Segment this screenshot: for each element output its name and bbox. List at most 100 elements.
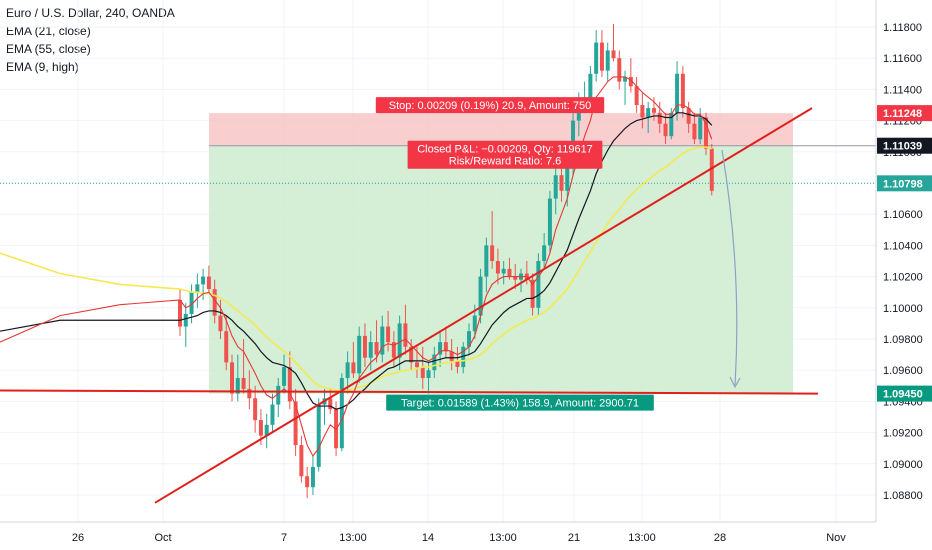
candle bbox=[235, 354, 240, 402]
price-badge-target: 1.09450 bbox=[877, 385, 932, 402]
candle-body bbox=[640, 105, 645, 118]
price-tick-label: 1.10400 bbox=[883, 240, 923, 252]
candle-body bbox=[478, 276, 483, 316]
candle bbox=[640, 92, 645, 129]
candle bbox=[536, 253, 541, 316]
time-tick-label: Nov bbox=[826, 532, 846, 544]
stop-label: Stop: 0.00209 (0.19%) 20.9, Amount: 750 bbox=[375, 97, 605, 114]
candle-body bbox=[391, 342, 396, 358]
candle-body bbox=[178, 300, 182, 327]
candle-body bbox=[235, 378, 240, 394]
candle-body bbox=[183, 314, 188, 327]
candle bbox=[293, 388, 298, 456]
price-tick-label: 1.08800 bbox=[883, 490, 923, 502]
candle-body bbox=[686, 108, 691, 124]
indicator-ema55[interactable]: EMA (55, close) bbox=[6, 42, 91, 56]
candle-body bbox=[362, 335, 367, 358]
candle-body bbox=[357, 335, 362, 374]
candle bbox=[501, 261, 506, 285]
candle bbox=[547, 190, 552, 254]
candle bbox=[686, 101, 691, 134]
candle-body bbox=[258, 420, 263, 436]
price-badge-stop: 1.11248 bbox=[877, 105, 932, 122]
price-badge-entry: 1.11039 bbox=[877, 137, 932, 154]
candle-body bbox=[230, 362, 235, 394]
candle bbox=[495, 248, 500, 285]
candle bbox=[542, 232, 547, 269]
candle bbox=[594, 30, 599, 82]
candle-body bbox=[368, 342, 373, 358]
candle-body bbox=[414, 362, 419, 368]
candle bbox=[339, 373, 344, 452]
candle-body bbox=[634, 86, 639, 105]
candle-body bbox=[282, 367, 287, 386]
candle-body bbox=[559, 175, 564, 191]
candle-body bbox=[692, 123, 697, 140]
candle bbox=[305, 466, 310, 499]
time-tick-label: 28 bbox=[714, 532, 726, 544]
candle-body bbox=[305, 476, 310, 488]
ema21-line bbox=[0, 112, 713, 410]
price-tick-label: 1.09600 bbox=[883, 365, 923, 377]
candle bbox=[218, 300, 223, 339]
candle bbox=[484, 237, 489, 293]
candle bbox=[178, 289, 182, 336]
candle-body bbox=[270, 404, 275, 425]
indicator-ema9[interactable]: EMA (9, high) bbox=[6, 60, 79, 74]
candle-body bbox=[657, 112, 662, 124]
candle-body bbox=[201, 276, 206, 285]
candle-body bbox=[709, 148, 714, 191]
symbol-title: Euro / U.S. Dollar, 240, OANDA bbox=[6, 6, 175, 20]
candle-body bbox=[316, 404, 321, 467]
candle-body bbox=[299, 445, 304, 477]
candle-body bbox=[617, 58, 622, 82]
candle-body bbox=[438, 342, 443, 355]
price-tick-label: 1.11600 bbox=[883, 53, 922, 65]
candle-body bbox=[449, 351, 454, 361]
price-tick-label: 1.09200 bbox=[883, 428, 923, 440]
trendline-horizontal bbox=[0, 389, 819, 395]
position-zones bbox=[0, 113, 876, 394]
pnl-label-bg bbox=[407, 140, 603, 169]
candle-body bbox=[189, 292, 194, 315]
candle bbox=[206, 265, 211, 293]
candle-body bbox=[646, 108, 651, 118]
candle-body bbox=[490, 245, 495, 261]
candle bbox=[438, 331, 443, 368]
candle-body bbox=[212, 289, 217, 316]
candle bbox=[449, 339, 454, 371]
candle-body bbox=[443, 342, 448, 352]
candle-body bbox=[594, 42, 599, 74]
ema55-line bbox=[0, 146, 712, 392]
candle-body bbox=[611, 50, 616, 59]
drawn-lines[interactable] bbox=[0, 107, 819, 504]
time-tick-label: 13:00 bbox=[339, 532, 367, 544]
position-labels: Stop: 0.00209 (0.19%) 20.9, Amount: 750 C… bbox=[375, 97, 654, 411]
candle-body bbox=[628, 76, 633, 87]
candle-body bbox=[339, 378, 344, 449]
candle-body bbox=[455, 360, 460, 368]
target-label-text: Target: 0.01589 (1.43%) 158.9, Amount: 2… bbox=[401, 398, 639, 410]
candle bbox=[461, 342, 466, 374]
candle bbox=[617, 50, 622, 90]
candle-body bbox=[461, 346, 466, 368]
price-badge-text: 1.10798 bbox=[883, 178, 923, 190]
pnl-label-text: Closed P&L: −0.00209, Qty: 119617 bbox=[417, 144, 593, 156]
price-badge-bg bbox=[877, 137, 932, 154]
candle-body bbox=[669, 112, 674, 137]
candle-body bbox=[409, 346, 414, 363]
candle bbox=[628, 58, 633, 93]
candle bbox=[351, 342, 356, 378]
candle-body bbox=[253, 398, 258, 421]
candle-body bbox=[467, 331, 471, 347]
candle bbox=[651, 97, 656, 121]
candle bbox=[299, 435, 304, 483]
candle-body bbox=[472, 315, 477, 332]
candle bbox=[230, 354, 235, 402]
candle bbox=[183, 303, 188, 347]
price-badge-current: 1.10798 bbox=[877, 175, 932, 192]
candle bbox=[357, 326, 362, 383]
candle bbox=[443, 326, 448, 358]
